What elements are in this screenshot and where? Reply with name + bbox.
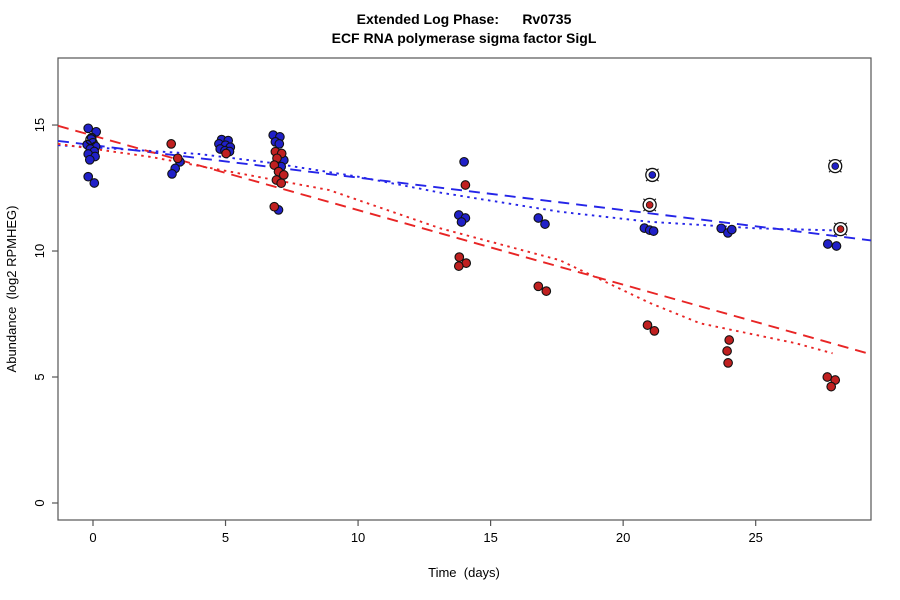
red-point [166, 139, 177, 149]
red-point [276, 178, 287, 189]
y-tick-label: 0 [32, 499, 47, 506]
fit-lines [57, 124, 872, 356]
blue-point [83, 123, 94, 134]
y-tick-label: 15 [32, 118, 47, 132]
x-tick-label: 10 [351, 530, 365, 545]
red-point [533, 281, 544, 292]
blue-point [822, 239, 833, 249]
blue-point [533, 213, 544, 223]
circled-red-point [642, 197, 657, 213]
x-axis-label: Time (days) [428, 565, 500, 580]
blue-dotted-fit [57, 144, 836, 232]
x-tick-label: 0 [89, 530, 96, 545]
blue-point [726, 224, 737, 235]
marker-dot [831, 162, 840, 170]
y-tick-label: 5 [32, 373, 47, 380]
red-point [826, 381, 837, 392]
blue-point [648, 226, 659, 236]
marker-dot [645, 201, 654, 209]
marker-dot [836, 225, 845, 233]
blue-point [831, 241, 842, 251]
y-axis-label: Abundance (log2 RPMHEG) [4, 206, 19, 373]
red-point [724, 335, 735, 345]
red-point [722, 346, 732, 356]
circled-blue-point [645, 167, 660, 183]
y-tick-label: 10 [32, 244, 47, 258]
x-tick-label: 20 [616, 530, 630, 545]
red-dashed-fit [57, 124, 872, 356]
red-point [649, 326, 660, 336]
red-point [453, 261, 464, 271]
blue-point [716, 223, 727, 234]
red-point [221, 148, 231, 159]
red-point [723, 358, 733, 368]
blue-point [89, 178, 100, 188]
open-circle-point [85, 133, 97, 146]
red-dotted-fit [57, 142, 833, 355]
red-point [541, 286, 552, 296]
blue-point [459, 156, 469, 167]
x-tick-label: 5 [222, 530, 229, 545]
blue-point [84, 154, 95, 165]
blue-point [456, 217, 467, 227]
chart-title: Extended Log Phase: Rv0735 [357, 11, 572, 27]
red-point [278, 170, 289, 180]
red-point [269, 201, 280, 212]
blue-dashed-fit [57, 139, 872, 242]
chart-subtitle: ECF RNA polymerase sigma factor SigL [332, 30, 597, 46]
x-tick-label: 25 [748, 530, 762, 545]
data-points [82, 123, 848, 392]
circled-blue-point [828, 158, 843, 174]
blue-point [83, 171, 94, 182]
plot-frame [57, 57, 872, 521]
blue-point [540, 219, 550, 229]
red-point [172, 153, 183, 164]
blue-point [274, 139, 285, 149]
red-point [460, 180, 471, 190]
axis-ticks: 0 5 10 15 20 25 0 5 10 15 [32, 118, 763, 545]
red-point [822, 372, 833, 382]
x-tick-label: 15 [483, 530, 497, 545]
red-point [642, 320, 653, 330]
blue-point [167, 169, 177, 179]
circled-red-point [833, 221, 848, 237]
marker-dot [648, 171, 657, 179]
red-point [454, 252, 465, 262]
